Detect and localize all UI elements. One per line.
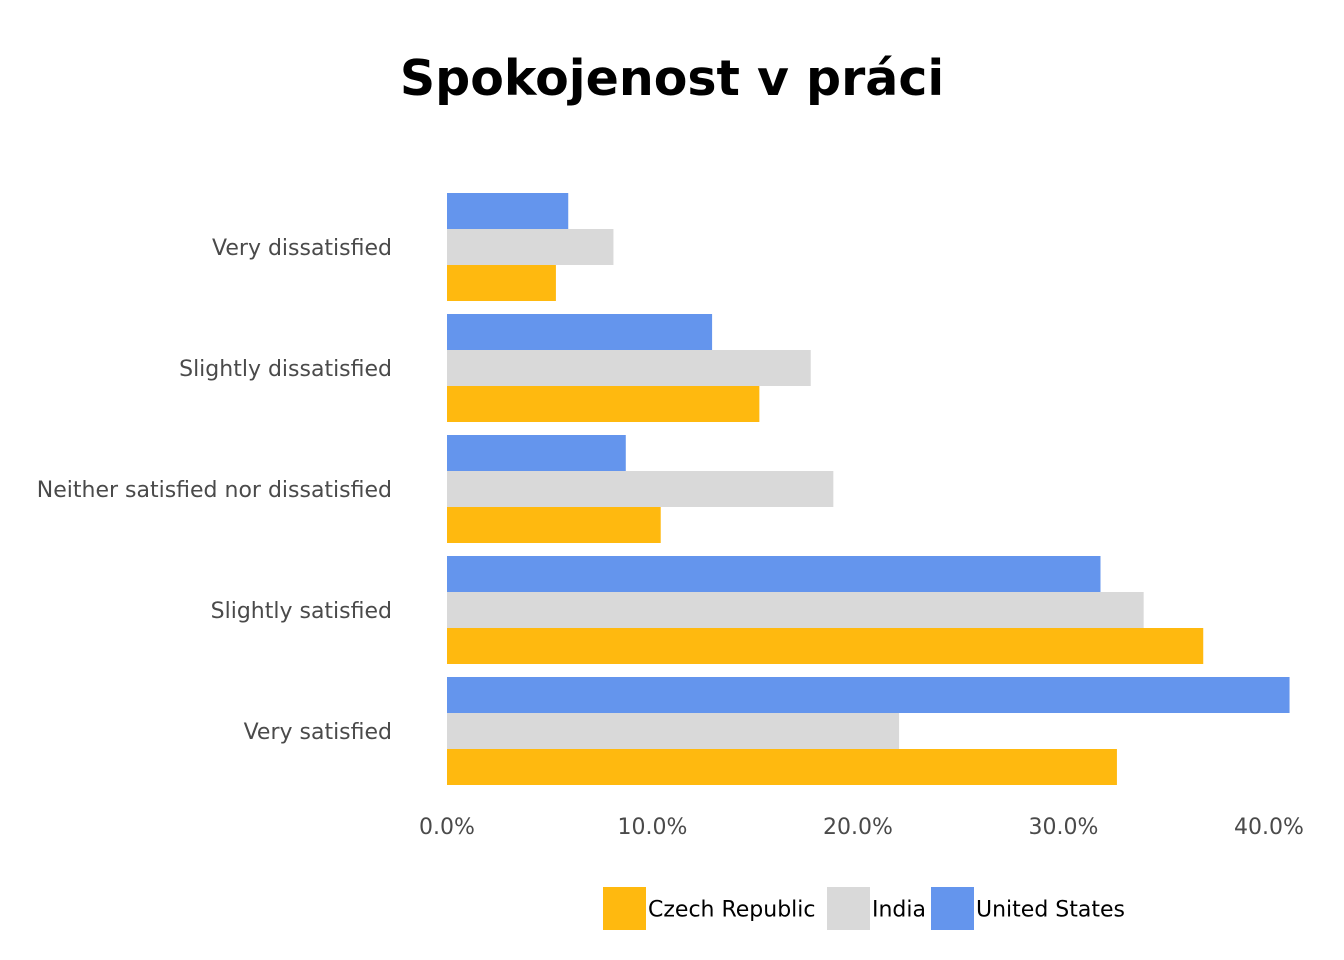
bar-czech-republic-slightly-satisfied: [447, 628, 1204, 664]
x-tick-label: 20.0%: [823, 815, 893, 840]
legend-label-united-states: United States: [976, 898, 1125, 923]
bar-czech-republic-neither-satisfied-nor-dissatisfied: [447, 507, 661, 543]
x-tick-label: 10.0%: [618, 815, 688, 840]
bar-czech-republic-very-dissatisfied: [447, 265, 556, 301]
legend-label-czech-republic: Czech Republic: [648, 898, 816, 923]
category-label: Slightly dissatisfied: [179, 357, 392, 382]
legend: Czech Republic India United States: [603, 887, 1125, 930]
bar-united-states-slightly-dissatisfied: [447, 314, 713, 350]
category-label: Slightly satisfied: [211, 599, 392, 624]
bar-united-states-very-dissatisfied: [447, 193, 569, 229]
category-label: Neither satisfied nor dissatisfied: [37, 478, 392, 503]
x-tick-label: 0.0%: [419, 815, 475, 840]
bar-india-neither-satisfied-nor-dissatisfied: [447, 471, 834, 507]
legend-swatch-united-states: [931, 887, 974, 930]
legend-label-india: India: [872, 898, 926, 923]
category-labels: Very dissatisfied Slightly dissatisfied Ne…: [37, 236, 392, 745]
bar-india-very-satisfied: [447, 713, 900, 749]
legend-item-czech-republic: Czech Republic: [603, 887, 816, 930]
bar-united-states-neither-satisfied-nor-dissatisfied: [447, 435, 626, 471]
bars-layer: [447, 193, 1290, 785]
bar-india-very-dissatisfied: [447, 229, 614, 265]
bar-india-slightly-dissatisfied: [447, 350, 811, 386]
chart-title: Spokojenost v práci: [399, 50, 945, 107]
legend-item-india: India: [827, 887, 926, 930]
x-tick-label: 40.0%: [1234, 815, 1304, 840]
bar-united-states-very-satisfied: [447, 677, 1290, 713]
category-label: Very dissatisfied: [212, 236, 392, 261]
x-tick-label: 30.0%: [1029, 815, 1099, 840]
legend-item-united-states: United States: [931, 887, 1125, 930]
bar-czech-republic-slightly-dissatisfied: [447, 386, 760, 422]
bar-czech-republic-very-satisfied: [447, 749, 1117, 785]
legend-swatch-india: [827, 887, 870, 930]
bar-united-states-slightly-satisfied: [447, 556, 1101, 592]
legend-swatch-czech-republic: [603, 887, 646, 930]
x-axis-ticks: 0.0% 10.0% 20.0% 30.0% 40.0%: [419, 815, 1304, 840]
category-label: Very satisfied: [244, 720, 392, 745]
bar-india-slightly-satisfied: [447, 592, 1144, 628]
